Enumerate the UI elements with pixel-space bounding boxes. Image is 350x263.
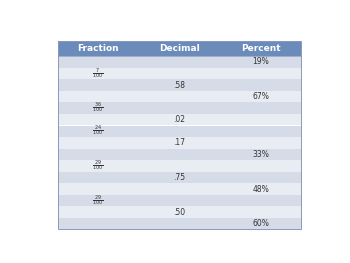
Text: $\frac{24}{100}$: $\frac{24}{100}$ <box>92 124 104 138</box>
Text: $\frac{36}{100}$: $\frac{36}{100}$ <box>92 101 104 115</box>
Bar <box>58 149 301 160</box>
Bar <box>58 137 301 149</box>
Bar <box>58 56 301 68</box>
Text: 60%: 60% <box>252 219 270 228</box>
Bar <box>58 41 301 229</box>
Text: .17: .17 <box>173 138 186 147</box>
Text: $\frac{7}{100}$: $\frac{7}{100}$ <box>92 67 104 81</box>
Text: $\frac{29}{100}$: $\frac{29}{100}$ <box>92 159 104 173</box>
Bar <box>58 114 301 125</box>
Bar <box>58 218 301 229</box>
Text: Percent: Percent <box>241 44 281 53</box>
Bar <box>58 41 138 56</box>
Bar <box>58 195 301 206</box>
Text: .58: .58 <box>173 80 186 90</box>
Text: .75: .75 <box>173 173 186 182</box>
Bar <box>138 41 221 56</box>
Bar <box>58 183 301 195</box>
Bar <box>58 125 301 137</box>
Text: 67%: 67% <box>252 92 270 101</box>
Bar <box>58 172 301 183</box>
Bar <box>221 41 301 56</box>
Text: 33%: 33% <box>252 150 270 159</box>
Bar <box>58 68 301 79</box>
Bar <box>58 160 301 172</box>
Text: 48%: 48% <box>252 185 269 194</box>
Bar <box>58 91 301 102</box>
Text: $\frac{29}{100}$: $\frac{29}{100}$ <box>92 194 104 208</box>
Text: .02: .02 <box>173 115 186 124</box>
Text: 19%: 19% <box>252 58 269 67</box>
Text: Decimal: Decimal <box>159 44 200 53</box>
Text: .50: .50 <box>173 208 186 217</box>
Bar <box>58 206 301 218</box>
Text: Fraction: Fraction <box>77 44 119 53</box>
Bar <box>58 102 301 114</box>
Bar <box>58 79 301 91</box>
